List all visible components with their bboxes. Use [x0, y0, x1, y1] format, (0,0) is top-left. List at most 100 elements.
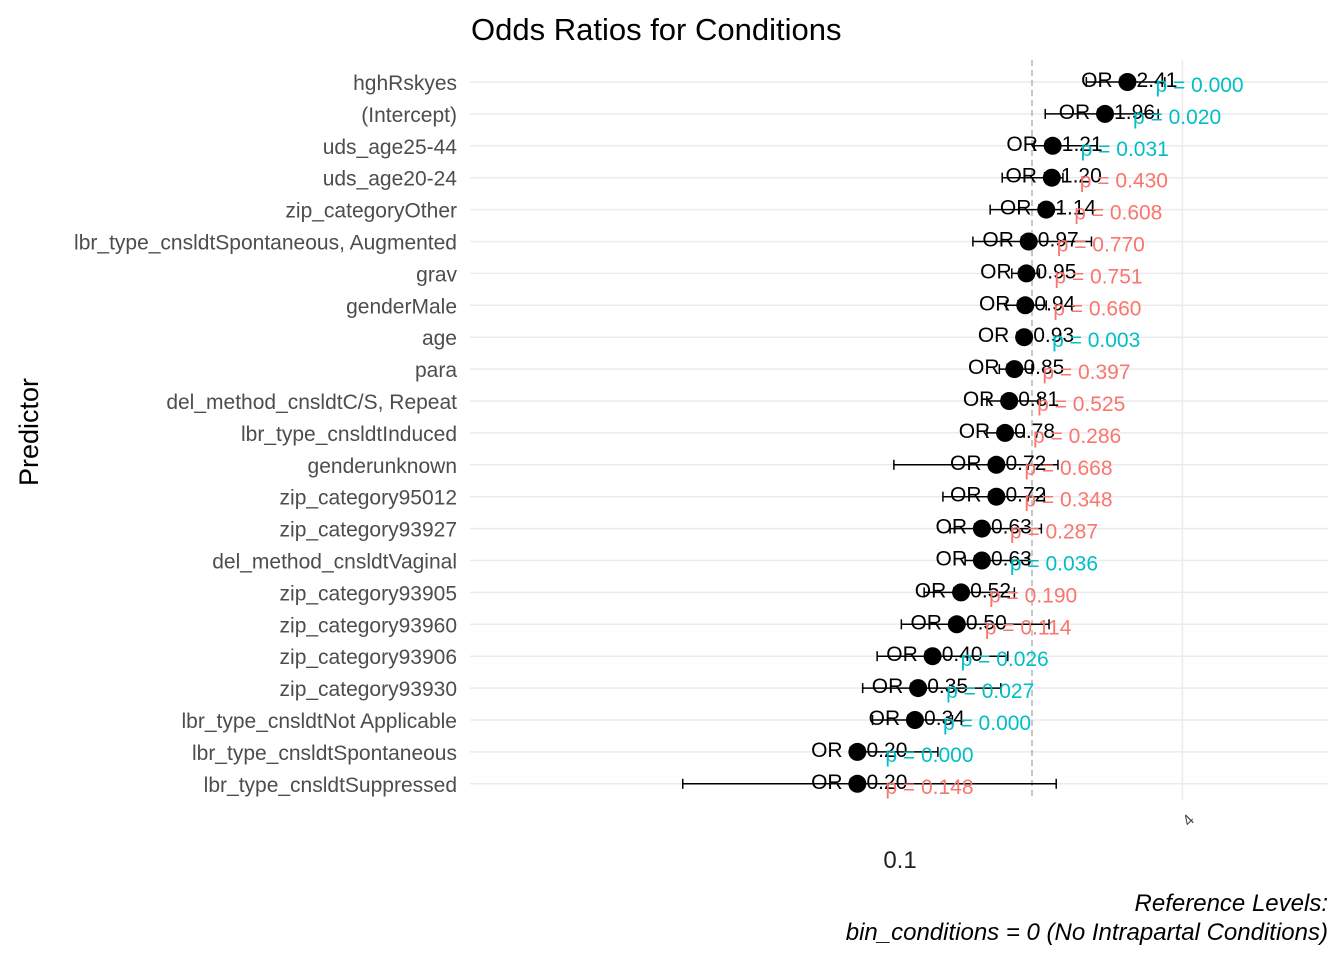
or-label: OR = 0.78 — [959, 420, 1055, 443]
or-point — [848, 742, 867, 761]
or-label: OR = 0.63 — [936, 516, 1032, 539]
or-point — [972, 551, 991, 570]
p-value-label: p = 0.020 — [1133, 106, 1221, 129]
or-point — [947, 615, 966, 634]
p-value-label: p = 0.770 — [1057, 234, 1145, 257]
y-tick-label: uds_age20-24 — [323, 168, 458, 191]
y-tick-label: hghRskyes — [353, 72, 457, 95]
forest-row: OR = 2.41p = 0.000 — [1081, 69, 1243, 97]
forest-row: OR = 0.52p = 0.190 — [915, 579, 1077, 607]
y-tick-label: uds_age25-44 — [323, 136, 458, 159]
or-point — [848, 774, 867, 793]
y-tick-label: lbr_type_cnsldtSpontaneous, Augmented — [74, 232, 457, 255]
y-tick-label: zip_category93927 — [280, 519, 457, 542]
p-value-label: p = 0.287 — [1010, 521, 1098, 544]
or-point — [1016, 296, 1035, 315]
p-value-label: p = 0.000 — [885, 744, 973, 767]
or-point — [1096, 104, 1115, 123]
y-tick-label: genderMale — [346, 295, 457, 318]
forest-row: OR = 0.85p = 0.397 — [968, 356, 1130, 384]
p-value-label: p = 0.668 — [1024, 457, 1112, 480]
forest-row: OR = 0.78p = 0.286 — [959, 420, 1121, 448]
p-value-label: p = 0.660 — [1053, 297, 1141, 320]
p-value-label: p = 0.114 — [985, 616, 1072, 639]
y-tick-label: lbr_type_cnsldtNot Applicable — [181, 710, 457, 733]
or-point — [923, 647, 942, 666]
y-tick-label: para — [415, 359, 457, 382]
p-value-label: p = 0.031 — [1081, 138, 1169, 161]
y-tick-label: lbr_type_cnsldtInduced — [241, 423, 457, 446]
forest-row: OR = 0.34p = 0.000 — [869, 707, 1031, 735]
y-tick-label: zip_category93905 — [280, 582, 457, 605]
y-tick-label: del_method_cnsldtC/S, Repeat — [166, 391, 457, 414]
forest-row: OR = 0.81p = 0.525 — [963, 388, 1125, 416]
p-value-label: p = 0.027 — [946, 680, 1034, 703]
y-tick-label: grav — [416, 263, 457, 286]
caption-line-2: bin_conditions = 0 (No Intrapartal Condi… — [846, 919, 1328, 946]
or-point — [996, 423, 1015, 442]
or-label: OR = 1.14 — [1000, 197, 1097, 220]
or-label: OR = 2.41 — [1081, 69, 1177, 92]
y-tick-label: genderunknown — [308, 455, 457, 478]
or-label: OR = 0.72 — [950, 484, 1046, 507]
or-point — [1118, 73, 1137, 91]
p-value-label: p = 0.397 — [1042, 361, 1130, 384]
p-value-label: p = 0.525 — [1037, 393, 1125, 416]
or-point — [1019, 232, 1038, 251]
caption-line-1: Reference Levels: — [1135, 890, 1328, 917]
or-point — [987, 455, 1006, 474]
forest-row: OR = 0.63p = 0.287 — [936, 516, 1098, 544]
y-tick-label: zip_category93930 — [280, 678, 457, 701]
or-label: OR = 0.20 — [811, 739, 907, 762]
p-value-label: p = 0.000 — [943, 712, 1031, 735]
forest-row: OR = 0.20p = 0.000 — [811, 739, 973, 767]
or-point — [1037, 200, 1056, 219]
or-label: OR = 0.20 — [811, 771, 907, 794]
forest-row: OR = 0.20p = 0.148 — [682, 771, 1057, 799]
or-label: OR = 1.96 — [1059, 101, 1155, 124]
y-tick-label: zip_category95012 — [280, 487, 457, 510]
or-label: OR = 0.34 — [869, 707, 966, 730]
p-value-label: p = 0.430 — [1080, 170, 1168, 193]
or-point — [952, 583, 971, 602]
y-tick-label: del_method_cnsldtVaginal — [212, 551, 457, 574]
or-point — [909, 679, 928, 698]
y-tick-label: zip_category93960 — [280, 614, 457, 637]
p-value-label: p = 0.036 — [1010, 553, 1098, 576]
y-tick-label: lbr_type_cnsldtSuppressed — [204, 774, 457, 797]
or-point — [1043, 136, 1062, 155]
p-value-label: p = 0.003 — [1052, 329, 1140, 352]
p-value-label: p = 0.190 — [989, 584, 1077, 607]
forest-row: OR = 0.72p = 0.348 — [942, 484, 1113, 512]
or-label: OR = 0.95 — [980, 260, 1076, 283]
chart-title: Odds Ratios for Conditions — [471, 12, 841, 47]
forest-row: OR = 0.97p = 0.770 — [972, 229, 1145, 257]
or-label: OR = 0.52 — [915, 579, 1011, 602]
y-tick-label: (Intercept) — [361, 104, 457, 127]
or-point — [987, 487, 1006, 506]
p-value-label: p = 0.000 — [1155, 74, 1243, 97]
y-tick-label: age — [422, 327, 457, 350]
y-tick-label: lbr_type_cnsldtSpontaneous — [192, 742, 457, 765]
or-label: OR = 0.63 — [936, 548, 1032, 571]
forest-row: OR = 0.40p = 0.026 — [876, 643, 1049, 671]
x-tick-label-0-1: 0.1 — [883, 847, 916, 874]
or-point — [905, 711, 924, 729]
or-label: OR = 1.21 — [1006, 133, 1102, 156]
p-value-label: p = 0.026 — [961, 648, 1049, 671]
y-axis-label: Predictor — [14, 378, 44, 486]
or-point — [1015, 328, 1034, 347]
or-label: OR = 1.20 — [1005, 165, 1101, 188]
forest-row: OR = 0.94p = 0.660 — [979, 292, 1141, 320]
forest-row: OR = 1.21p = 0.031 — [1006, 133, 1168, 161]
or-label: OR = 0.72 — [950, 452, 1046, 475]
or-label: OR = 0.85 — [968, 356, 1064, 379]
p-value-label: p = 0.286 — [1033, 425, 1121, 448]
forest-row: OR = 0.95p = 0.751 — [980, 260, 1142, 288]
or-label: OR = 0.50 — [910, 611, 1006, 634]
or-label: OR = 0.81 — [963, 388, 1059, 411]
or-point — [1000, 392, 1019, 410]
forest-row: OR = 0.50p = 0.114 — [900, 611, 1072, 639]
y-tick-labels: hghRskyes (Intercept) uds_age25-44 uds_age2… — [74, 72, 457, 797]
